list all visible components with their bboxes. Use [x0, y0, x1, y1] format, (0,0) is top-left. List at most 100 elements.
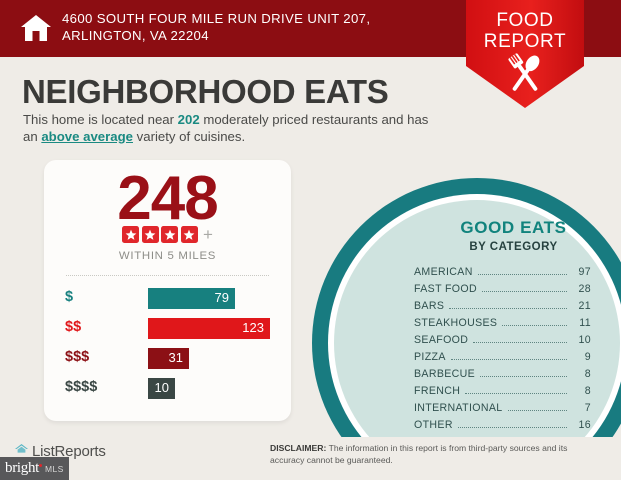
category-value: 9: [584, 351, 591, 363]
list-item: AMERICAN 97: [414, 266, 591, 283]
star-icon: [180, 226, 198, 243]
listreports-text: ListReports: [32, 442, 106, 460]
page-title: NEIGHBORHOOD EATS: [22, 73, 389, 110]
disclaimer-text: The information in this report is from t…: [270, 443, 568, 465]
address-line-1: 4600 SOUTH FOUR MILE RUN DRIVE UNIT 207,: [62, 11, 371, 26]
food-report-badge: FOOD REPORT: [466, 0, 584, 110]
subtitle-highlight-count: 202: [177, 112, 200, 127]
restaurant-count: 248: [117, 164, 218, 233]
subtitle-part-2: moderately priced restaurants and has an: [23, 112, 429, 144]
bar-value: 31: [168, 350, 183, 365]
disclaimer: DISCLAIMER: The information in this repo…: [270, 443, 570, 466]
leader-dots: [473, 342, 567, 343]
house-icon: [20, 13, 52, 43]
address-block: 4600 SOUTH FOUR MILE RUN DRIVE UNIT 207,…: [62, 11, 370, 44]
card-divider: [66, 275, 269, 276]
bar-track: 123: [148, 318, 270, 339]
bar-fill: 79: [148, 288, 235, 309]
category-name: FRENCH: [414, 385, 461, 397]
star-icon: [122, 226, 140, 243]
leader-dots: [477, 274, 567, 275]
page-subtitle: This home is located near 202 moderately…: [23, 112, 443, 145]
subtitle-highlight-variety: above average: [41, 128, 133, 144]
leader-dots: [502, 325, 567, 326]
leader-dots: [480, 376, 567, 377]
leader-dots: [465, 393, 567, 394]
summary-card: 248 + WITHIN 5 MILES $ 79: [44, 160, 291, 421]
price-label: $: [65, 289, 74, 305]
bright-mls-badge: bright MLS: [0, 457, 69, 480]
chart-row: $$$ 31: [44, 345, 291, 375]
bright-mls-wordmark: bright: [5, 460, 40, 476]
category-value: 10: [578, 334, 591, 346]
category-name: PIZZA: [414, 351, 446, 363]
leader-dots: [449, 308, 567, 309]
listreports-logo: ListReports: [14, 442, 106, 460]
good-eats-title: GOOD EATS: [460, 218, 567, 237]
circle-inner-fill: [334, 200, 620, 480]
leader-dots: [507, 410, 567, 411]
list-item: OTHER 16: [414, 419, 591, 436]
subtitle-part-3: variety of cuisines.: [132, 128, 246, 144]
list-item: INTERNATIONAL 7: [414, 402, 591, 419]
bar-fill: 123: [148, 318, 270, 339]
category-value: 16: [578, 419, 591, 431]
spoon-fork-icon: [508, 53, 540, 91]
category-value: 11: [579, 317, 591, 329]
star-rating: +: [44, 226, 291, 243]
price-label: $$: [65, 319, 82, 335]
bright-mls-dot-icon: [39, 464, 43, 467]
category-name: BARS: [414, 300, 445, 312]
category-name: OTHER: [414, 419, 453, 431]
card-caption: WITHIN 5 MILES: [118, 250, 217, 262]
price-level-bar-chart: $ 79 $$ 123 $$$ 31: [44, 285, 291, 405]
leader-dots: [450, 359, 567, 360]
leader-dots: [482, 291, 567, 292]
leader-dots: [457, 427, 567, 428]
good-eats-panel: GOOD EATS BY CATEGORY AMERICAN 97 FAST F…: [406, 218, 621, 436]
teal-circle-decoration: [312, 178, 621, 480]
good-eats-subtitle: BY CATEGORY: [469, 241, 558, 253]
list-item: PIZZA 9: [414, 351, 591, 368]
list-item: BARBECUE 8: [414, 368, 591, 385]
price-label: $$$: [65, 349, 90, 365]
bar-value: 79: [214, 290, 229, 305]
bright-mls-suffix: MLS: [45, 463, 64, 474]
disclaimer-label: DISCLAIMER:: [270, 443, 327, 453]
bar-track: 10: [148, 378, 175, 399]
chart-row: $$ 123: [44, 315, 291, 345]
subtitle-part-1: This home is located near: [23, 112, 178, 127]
category-value: 97: [578, 266, 591, 278]
chart-row: $ 79: [44, 285, 291, 315]
good-eats-list: AMERICAN 97 FAST FOOD 28 BARS 21 STEAKHO…: [406, 266, 621, 436]
category-name: INTERNATIONAL: [414, 402, 503, 414]
category-value: 8: [584, 368, 591, 380]
bar-track: 31: [148, 348, 189, 369]
category-value: 21: [578, 300, 591, 312]
list-item: FAST FOOD 28: [414, 283, 591, 300]
star-icon: [161, 226, 179, 243]
address-line-2: ARLINGTON, VA 22204: [62, 27, 209, 43]
category-name: AMERICAN: [414, 266, 473, 278]
category-name: SEAFOOD: [414, 334, 469, 346]
category-name: FAST FOOD: [414, 283, 477, 295]
category-value: 8: [584, 385, 591, 397]
category-name: STEAKHOUSES: [414, 317, 498, 329]
house-outline-icon: [14, 442, 29, 460]
star-icon: [141, 226, 159, 243]
list-item: STEAKHOUSES 11: [414, 317, 591, 334]
list-item: SEAFOOD 10: [414, 334, 591, 351]
list-item: FRENCH 8: [414, 385, 591, 402]
bar-fill: 10: [148, 378, 175, 399]
category-value: 7: [584, 402, 591, 414]
footer-bar: ListReports bright MLS: [0, 437, 621, 480]
bar-value: 123: [242, 320, 264, 335]
chart-row: $$$$ 10: [44, 375, 291, 405]
bar-value: 10: [154, 380, 169, 395]
category-value: 28: [578, 283, 591, 295]
plus-icon: +: [203, 225, 213, 244]
price-label: $$$$: [65, 379, 98, 395]
category-name: BARBECUE: [414, 368, 476, 380]
list-item: BARS 21: [414, 300, 591, 317]
